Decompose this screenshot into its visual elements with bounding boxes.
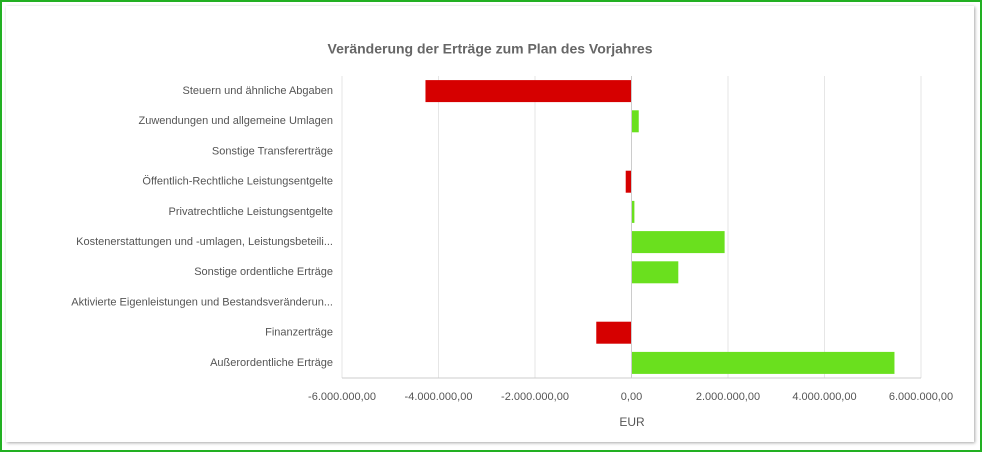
- y-tick-label: Öffentlich-Rechtliche Leistungsentgelte: [142, 176, 333, 188]
- y-tick-label: Sonstige Transfererträge: [212, 145, 333, 157]
- x-tick-label: 0,00: [621, 391, 642, 403]
- bar: [631, 110, 639, 133]
- y-tick-label: Finanzerträge: [265, 327, 333, 339]
- y-tick-label: Steuern und ähnliche Abgaben: [183, 85, 333, 97]
- y-tick-label: Sonstige ordentliche Erträge: [194, 266, 333, 278]
- x-tick-label: -4.000.000,00: [405, 391, 473, 403]
- y-tick-label: Außerordentliche Erträge: [210, 357, 333, 369]
- y-tick-label: Kostenerstattungen und -umlagen, Leistun…: [76, 236, 333, 248]
- x-tick-label: 6.000.000,00: [889, 391, 953, 403]
- bar: [625, 170, 632, 193]
- bar: [425, 80, 632, 103]
- chart-title: Veränderung der Erträge zum Plan des Vor…: [328, 41, 653, 57]
- bar: [631, 351, 895, 374]
- y-tick-label: Aktivierte Eigenleistungen und Bestandsv…: [71, 296, 333, 308]
- bar: [596, 321, 632, 344]
- y-tick-label: Zuwendungen und allgemeine Umlagen: [139, 115, 333, 127]
- x-tick-label: -2.000.000,00: [501, 391, 569, 403]
- y-tick-label: Privatrechtliche Leistungsentgelte: [169, 206, 333, 218]
- bar: [631, 231, 725, 254]
- x-axis-label: EUR: [619, 415, 645, 429]
- x-tick-label: 2.000.000,00: [696, 391, 760, 403]
- x-tick-label: 4.000.000,00: [792, 391, 856, 403]
- x-tick-label: -6.000.000,00: [308, 391, 376, 403]
- bar: [631, 200, 635, 223]
- bar: [631, 261, 679, 284]
